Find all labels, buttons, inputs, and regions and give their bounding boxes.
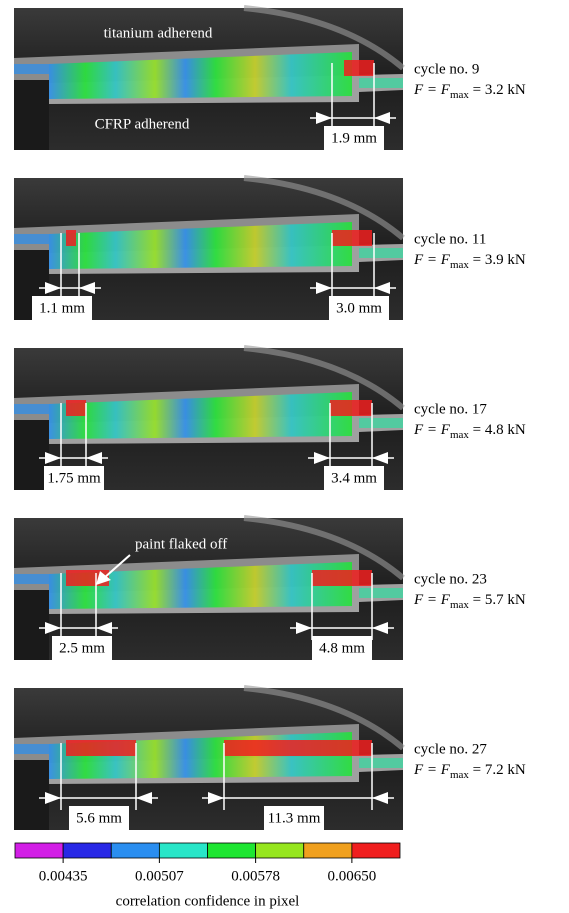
debond-zone	[332, 230, 372, 246]
force-rhs: = 7.2 kN	[469, 762, 526, 778]
strain-right	[359, 758, 403, 768]
adherend-edge	[14, 590, 49, 660]
measurement-label: 1.1 mm	[39, 300, 85, 316]
measurement-label: 1.9 mm	[331, 130, 377, 146]
debond-zone	[66, 400, 86, 416]
force-rhs: = 5.7 kN	[469, 592, 526, 608]
colorbar-tick-label: 0.00435	[39, 868, 88, 884]
force-lhs: F = F	[413, 422, 451, 438]
strain-left	[14, 234, 49, 244]
colorbar-segment	[111, 843, 159, 858]
strain-right	[359, 248, 403, 258]
force-sub: max	[450, 429, 469, 441]
colorbar-segment	[63, 843, 111, 858]
colorbar-segment	[304, 843, 352, 858]
debond-zone	[344, 60, 374, 76]
force-rhs: = 3.9 kN	[469, 252, 526, 268]
cycle-label: cycle no. 9	[414, 61, 479, 77]
force-lhs: F = F	[413, 252, 451, 268]
strain-right	[359, 418, 403, 428]
debond-zone	[66, 230, 76, 246]
strain-left	[14, 404, 49, 414]
measurement-label: 1.75 mm	[47, 470, 101, 486]
colorbar-segment	[256, 843, 304, 858]
force-label: F = Fmax = 7.2 kN	[413, 762, 526, 780]
colorbar-segment	[208, 843, 256, 858]
annotation: paint flaked off	[135, 536, 227, 552]
debond-zone	[330, 400, 372, 416]
colorbar-segment	[159, 843, 207, 858]
measurement-label: 4.8 mm	[319, 640, 365, 656]
force-label: F = Fmax = 3.9 kN	[413, 252, 526, 270]
force-sub: max	[450, 259, 469, 271]
measurement-label: 3.4 mm	[331, 470, 377, 486]
debond-zone	[312, 570, 372, 586]
strain-left	[14, 64, 49, 74]
force-sub: max	[450, 599, 469, 611]
adherend-edge	[14, 80, 49, 150]
cycle-label: cycle no. 27	[414, 741, 487, 757]
force-lhs: F = F	[413, 762, 451, 778]
debond-zone	[66, 740, 136, 756]
cycle-label: cycle no. 17	[414, 401, 487, 417]
colorbar-segment	[352, 843, 400, 858]
measurement-label: 11.3 mm	[268, 810, 321, 826]
colorbar-tick-label: 0.00507	[135, 868, 184, 884]
colorbar-tick-label: 0.00650	[328, 868, 377, 884]
adherend-edge	[14, 760, 49, 830]
strain-left	[14, 744, 49, 754]
force-sub: max	[450, 769, 469, 781]
force-label: F = Fmax = 5.7 kN	[413, 592, 526, 610]
strain-right	[359, 588, 403, 598]
debond-zone	[224, 740, 372, 756]
force-label: F = Fmax = 4.8 kN	[413, 422, 526, 440]
adherend-edge	[14, 420, 49, 490]
force-sub: max	[450, 89, 469, 101]
force-rhs: = 3.2 kN	[469, 82, 526, 98]
measurement-label: 2.5 mm	[59, 640, 105, 656]
annotation: CFRP adherend	[95, 116, 190, 132]
force-lhs: F = F	[413, 592, 451, 608]
force-rhs: = 4.8 kN	[469, 422, 526, 438]
force-label: F = Fmax = 3.2 kN	[413, 82, 526, 100]
cycle-label: cycle no. 23	[414, 571, 487, 587]
measurement-label: 3.0 mm	[336, 300, 382, 316]
cycle-label: cycle no. 11	[414, 231, 486, 247]
figure: 1.9 mmcycle no. 9F = Fmax = 3.2 kN1.1 mm…	[0, 0, 569, 913]
annotation: titanium adherend	[104, 25, 213, 41]
colorbar-label: correlation confidence in pixel	[116, 893, 300, 909]
page: {"annotations": {"titanium": "titanium a…	[0, 0, 569, 913]
force-lhs: F = F	[413, 82, 451, 98]
colorbar-segment	[15, 843, 63, 858]
measurement-label: 5.6 mm	[76, 810, 122, 826]
colorbar-tick-label: 0.00578	[231, 868, 280, 884]
strain-left	[14, 574, 49, 584]
strain-right	[359, 78, 403, 88]
